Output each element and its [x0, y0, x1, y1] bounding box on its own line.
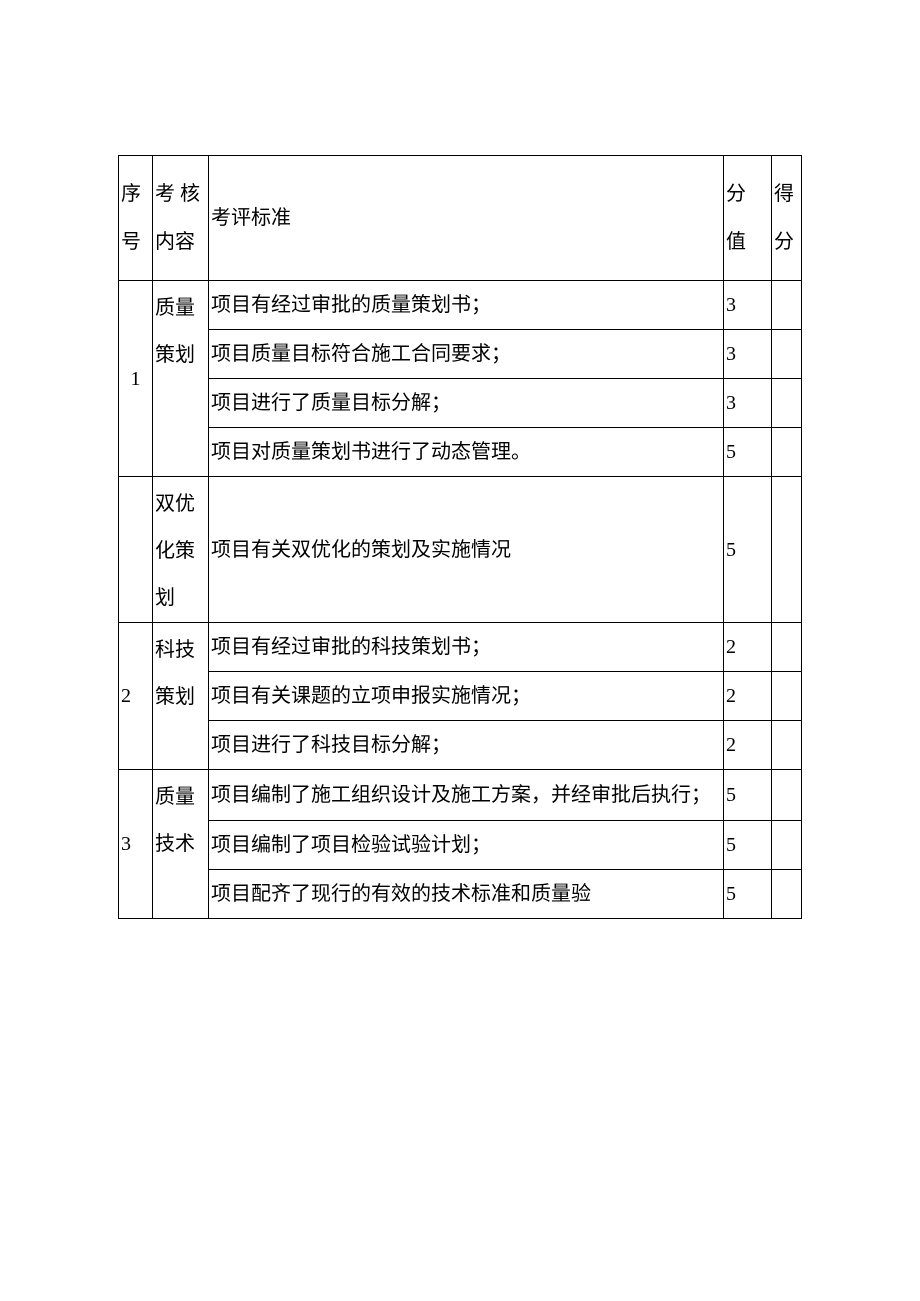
cell-score: 2 — [724, 623, 772, 672]
cell-criteria: 项目有经过审批的科技策划书； — [209, 623, 724, 672]
cell-criteria: 项目配齐了现行的有效的技术标准和质量验 — [209, 870, 724, 919]
cell-content: 质量技术 — [153, 770, 209, 919]
cell-obtained — [772, 428, 802, 477]
table-body: 序号 考 核内容 考评标准 分 值 得分 1 质量策划 项目有经过审批的质量策划… — [119, 156, 802, 919]
cell-criteria: 项目对质量策划书进行了动态管理。 — [209, 428, 724, 477]
cell-obtained — [772, 281, 802, 330]
table-row: 3 质量技术 项目编制了施工组织设计及施工方案，并经审批后执行； 5 — [119, 770, 802, 821]
cell-obtained — [772, 821, 802, 870]
table-row: 双优化策划 项目有关双优化的策划及实施情况 5 — [119, 477, 802, 623]
cell-score: 2 — [724, 721, 772, 770]
cell-score: 3 — [724, 330, 772, 379]
cell-content: 科技策划 — [153, 623, 209, 770]
cell-obtained — [772, 770, 802, 821]
cell-seq — [119, 477, 153, 623]
cell-score: 3 — [724, 379, 772, 428]
cell-obtained — [772, 379, 802, 428]
cell-score: 5 — [724, 870, 772, 919]
cell-score: 5 — [724, 821, 772, 870]
cell-obtained — [772, 870, 802, 919]
cell-obtained — [772, 623, 802, 672]
header-obtained: 得分 — [772, 156, 802, 281]
table-row: 项目编制了项目检验试验计划； 5 — [119, 821, 802, 870]
table-row: 1 质量策划 项目有经过审批的质量策划书； 3 — [119, 281, 802, 330]
cell-criteria: 项目有经过审批的质量策划书； — [209, 281, 724, 330]
cell-seq: 2 — [119, 623, 153, 770]
header-criteria: 考评标准 — [209, 156, 724, 281]
cell-score: 5 — [724, 770, 772, 821]
cell-seq: 3 — [119, 770, 153, 919]
cell-criteria: 项目有关双优化的策划及实施情况 — [209, 477, 724, 623]
cell-criteria: 项目进行了科技目标分解； — [209, 721, 724, 770]
cell-criteria: 项目编制了项目检验试验计划； — [209, 821, 724, 870]
cell-content: 双优化策划 — [153, 477, 209, 623]
cell-seq: 1 — [119, 281, 153, 477]
cell-obtained — [772, 477, 802, 623]
cell-criteria: 项目编制了施工组织设计及施工方案，并经审批后执行； — [209, 770, 724, 821]
cell-score: 2 — [724, 672, 772, 721]
cell-criteria: 项目进行了质量目标分解； — [209, 379, 724, 428]
cell-criteria: 项目有关课题的立项申报实施情况； — [209, 672, 724, 721]
assessment-table: 序号 考 核内容 考评标准 分 值 得分 1 质量策划 项目有经过审批的质量策划… — [118, 155, 802, 919]
table-row: 项目配齐了现行的有效的技术标准和质量验 5 — [119, 870, 802, 919]
header-score: 分 值 — [724, 156, 772, 281]
cell-obtained — [772, 721, 802, 770]
header-content: 考 核内容 — [153, 156, 209, 281]
table-row: 项目进行了质量目标分解； 3 — [119, 379, 802, 428]
cell-obtained — [772, 672, 802, 721]
table-row: 项目进行了科技目标分解； 2 — [119, 721, 802, 770]
cell-score: 5 — [724, 477, 772, 623]
header-seq: 序号 — [119, 156, 153, 281]
table-header-row: 序号 考 核内容 考评标准 分 值 得分 — [119, 156, 802, 281]
cell-score: 3 — [724, 281, 772, 330]
cell-score: 5 — [724, 428, 772, 477]
cell-content: 质量策划 — [153, 281, 209, 477]
table-row: 项目对质量策划书进行了动态管理。 5 — [119, 428, 802, 477]
table-row: 2 科技策划 项目有经过审批的科技策划书； 2 — [119, 623, 802, 672]
cell-criteria: 项目质量目标符合施工合同要求； — [209, 330, 724, 379]
cell-obtained — [772, 330, 802, 379]
table-row: 项目质量目标符合施工合同要求； 3 — [119, 330, 802, 379]
table-row: 项目有关课题的立项申报实施情况； 2 — [119, 672, 802, 721]
